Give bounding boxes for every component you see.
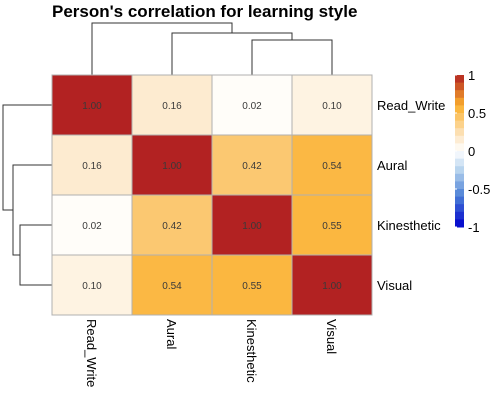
column-dendrogram — [91, 22, 333, 75]
legend-swatch — [455, 196, 464, 205]
legend-swatch — [455, 82, 464, 91]
column-label: Kinesthetic — [244, 319, 259, 383]
legend-swatch — [455, 143, 464, 152]
row-label: Read_Write — [377, 98, 445, 113]
legend-swatch — [455, 113, 464, 122]
column-label: Visual — [324, 319, 339, 354]
cell-value-label: 0.55 — [322, 221, 342, 232]
legend-tick-label: -0.5 — [468, 182, 490, 197]
legend-swatch — [455, 173, 464, 182]
dendrogram-branch — [2, 104, 52, 211]
cell-value-label: 0.55 — [242, 281, 262, 292]
cell-value-label: 0.42 — [162, 221, 182, 232]
chart-title: Person's correlation for learning style — [52, 2, 357, 21]
row-labels: Read_Write Aural Kinesthetic Visual — [377, 98, 445, 293]
heatmap-cell — [211, 74, 293, 136]
cell-value-label: 1.00 — [322, 281, 342, 292]
heatmap-cell — [291, 194, 373, 256]
row-label: Kinesthetic — [377, 218, 441, 233]
legend-tick-label: 1 — [468, 68, 475, 83]
legend-swatch — [455, 105, 464, 114]
legend-swatch — [455, 120, 464, 129]
column-labels: Read_Write Aural Kinesthetic Visual — [84, 319, 339, 387]
heatmap-cell — [131, 194, 213, 256]
cell-value-label: 0.54 — [322, 161, 342, 172]
legend-swatch — [455, 211, 464, 220]
legend-swatch — [455, 158, 464, 167]
cell-value-label: 0.16 — [162, 101, 182, 112]
column-label: Read_Write — [84, 319, 99, 387]
legend-tick-label: -1 — [468, 220, 480, 235]
heatmap-cell — [51, 74, 133, 136]
cell-value-label: 0.02 — [82, 221, 102, 232]
legend-swatch — [455, 219, 464, 228]
heatmap-cell — [131, 74, 213, 136]
legend-swatch — [455, 181, 464, 190]
legend-swatch — [455, 166, 464, 175]
cell-value-label: 0.16 — [82, 161, 102, 172]
dendrogram-branch — [19, 224, 52, 286]
cell-value-label: 0.10 — [82, 281, 102, 292]
heatmap-cell — [131, 254, 213, 316]
cell-value-label: 0.42 — [242, 161, 262, 172]
cell-value-label: 1.00 — [162, 161, 182, 172]
dendrogram-branch — [171, 32, 293, 75]
cell-value-label: 1.00 — [82, 101, 102, 112]
heatmap-cell — [51, 254, 133, 316]
cell-value-label: 0.54 — [162, 281, 182, 292]
dendrogram-branch — [251, 39, 333, 75]
legend-tick-label: 0.5 — [468, 106, 486, 121]
cell-value-label: 0.10 — [322, 101, 342, 112]
legend-swatch — [455, 97, 464, 106]
cell-value-label: 1.00 — [242, 221, 262, 232]
color-legend: 1 0.5 0 -0.5 -1 — [455, 68, 490, 235]
heatmap-cell — [131, 134, 213, 196]
legend-swatch — [455, 135, 464, 144]
legend-swatch — [455, 189, 464, 198]
legend-swatch — [455, 151, 464, 160]
row-label: Visual — [377, 278, 412, 293]
dendrogram-branch — [12, 164, 52, 256]
heatmap-cell — [291, 74, 373, 136]
legend-swatch — [455, 128, 464, 137]
heatmap-cells: 1.00 0.16 0.02 0.10 0.16 1.00 0.42 0.54 0.02 0.42… — [51, 74, 373, 316]
heatmap-cell — [291, 254, 373, 316]
row-dendrogram — [2, 104, 52, 286]
dendrogram-branch — [91, 22, 233, 75]
column-label: Aural — [164, 319, 179, 349]
cell-value-label: 0.02 — [242, 101, 262, 112]
legend-tick-label: 0 — [468, 144, 475, 159]
legend-swatch — [455, 90, 464, 99]
legend-swatch — [455, 204, 464, 213]
heatmap-cell — [291, 134, 373, 196]
row-label: Aural — [377, 158, 407, 173]
legend-swatch — [455, 75, 464, 84]
